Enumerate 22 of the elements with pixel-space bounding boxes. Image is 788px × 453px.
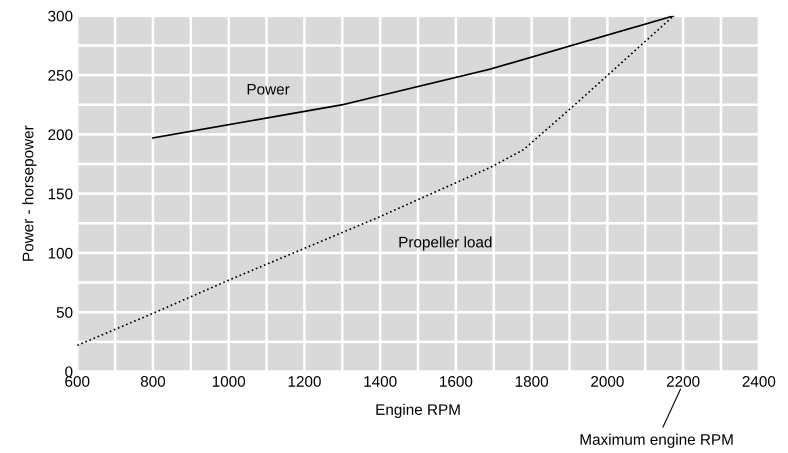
text: Maximum engine RPM [580, 434, 733, 448]
y-tick-label: 100 [48, 248, 72, 259]
x-tick-label: 2200 [666, 376, 700, 387]
y-tick-label: 0 [65, 366, 72, 378]
y-tick-label: 150 [48, 188, 72, 200]
x-tick-label: 600 [65, 376, 90, 387]
y-tick-label: 250 [48, 70, 72, 81]
y-axis-title: Power - horsepower [22, 126, 36, 261]
series-label: Propeller load [399, 236, 492, 251]
x-tick-label: 2400 [742, 376, 776, 387]
x-tick-label: 2000 [591, 376, 624, 387]
y-tick-label: 200 [48, 129, 72, 140]
x-tick-label: 1800 [516, 376, 548, 387]
y-tick-label: 300 [48, 10, 72, 22]
x-tick-label: 1600 [440, 376, 472, 387]
x-tick-label: 1400 [364, 376, 397, 387]
x-tick-label: 1200 [288, 376, 321, 387]
y-tick-label: 50 [56, 307, 72, 318]
series-label: Power [248, 84, 290, 95]
x-tick-label: 800 [140, 376, 166, 387]
x-axis-title: Engine RPM [376, 404, 460, 418]
x-tick-label: 1000 [212, 376, 246, 387]
